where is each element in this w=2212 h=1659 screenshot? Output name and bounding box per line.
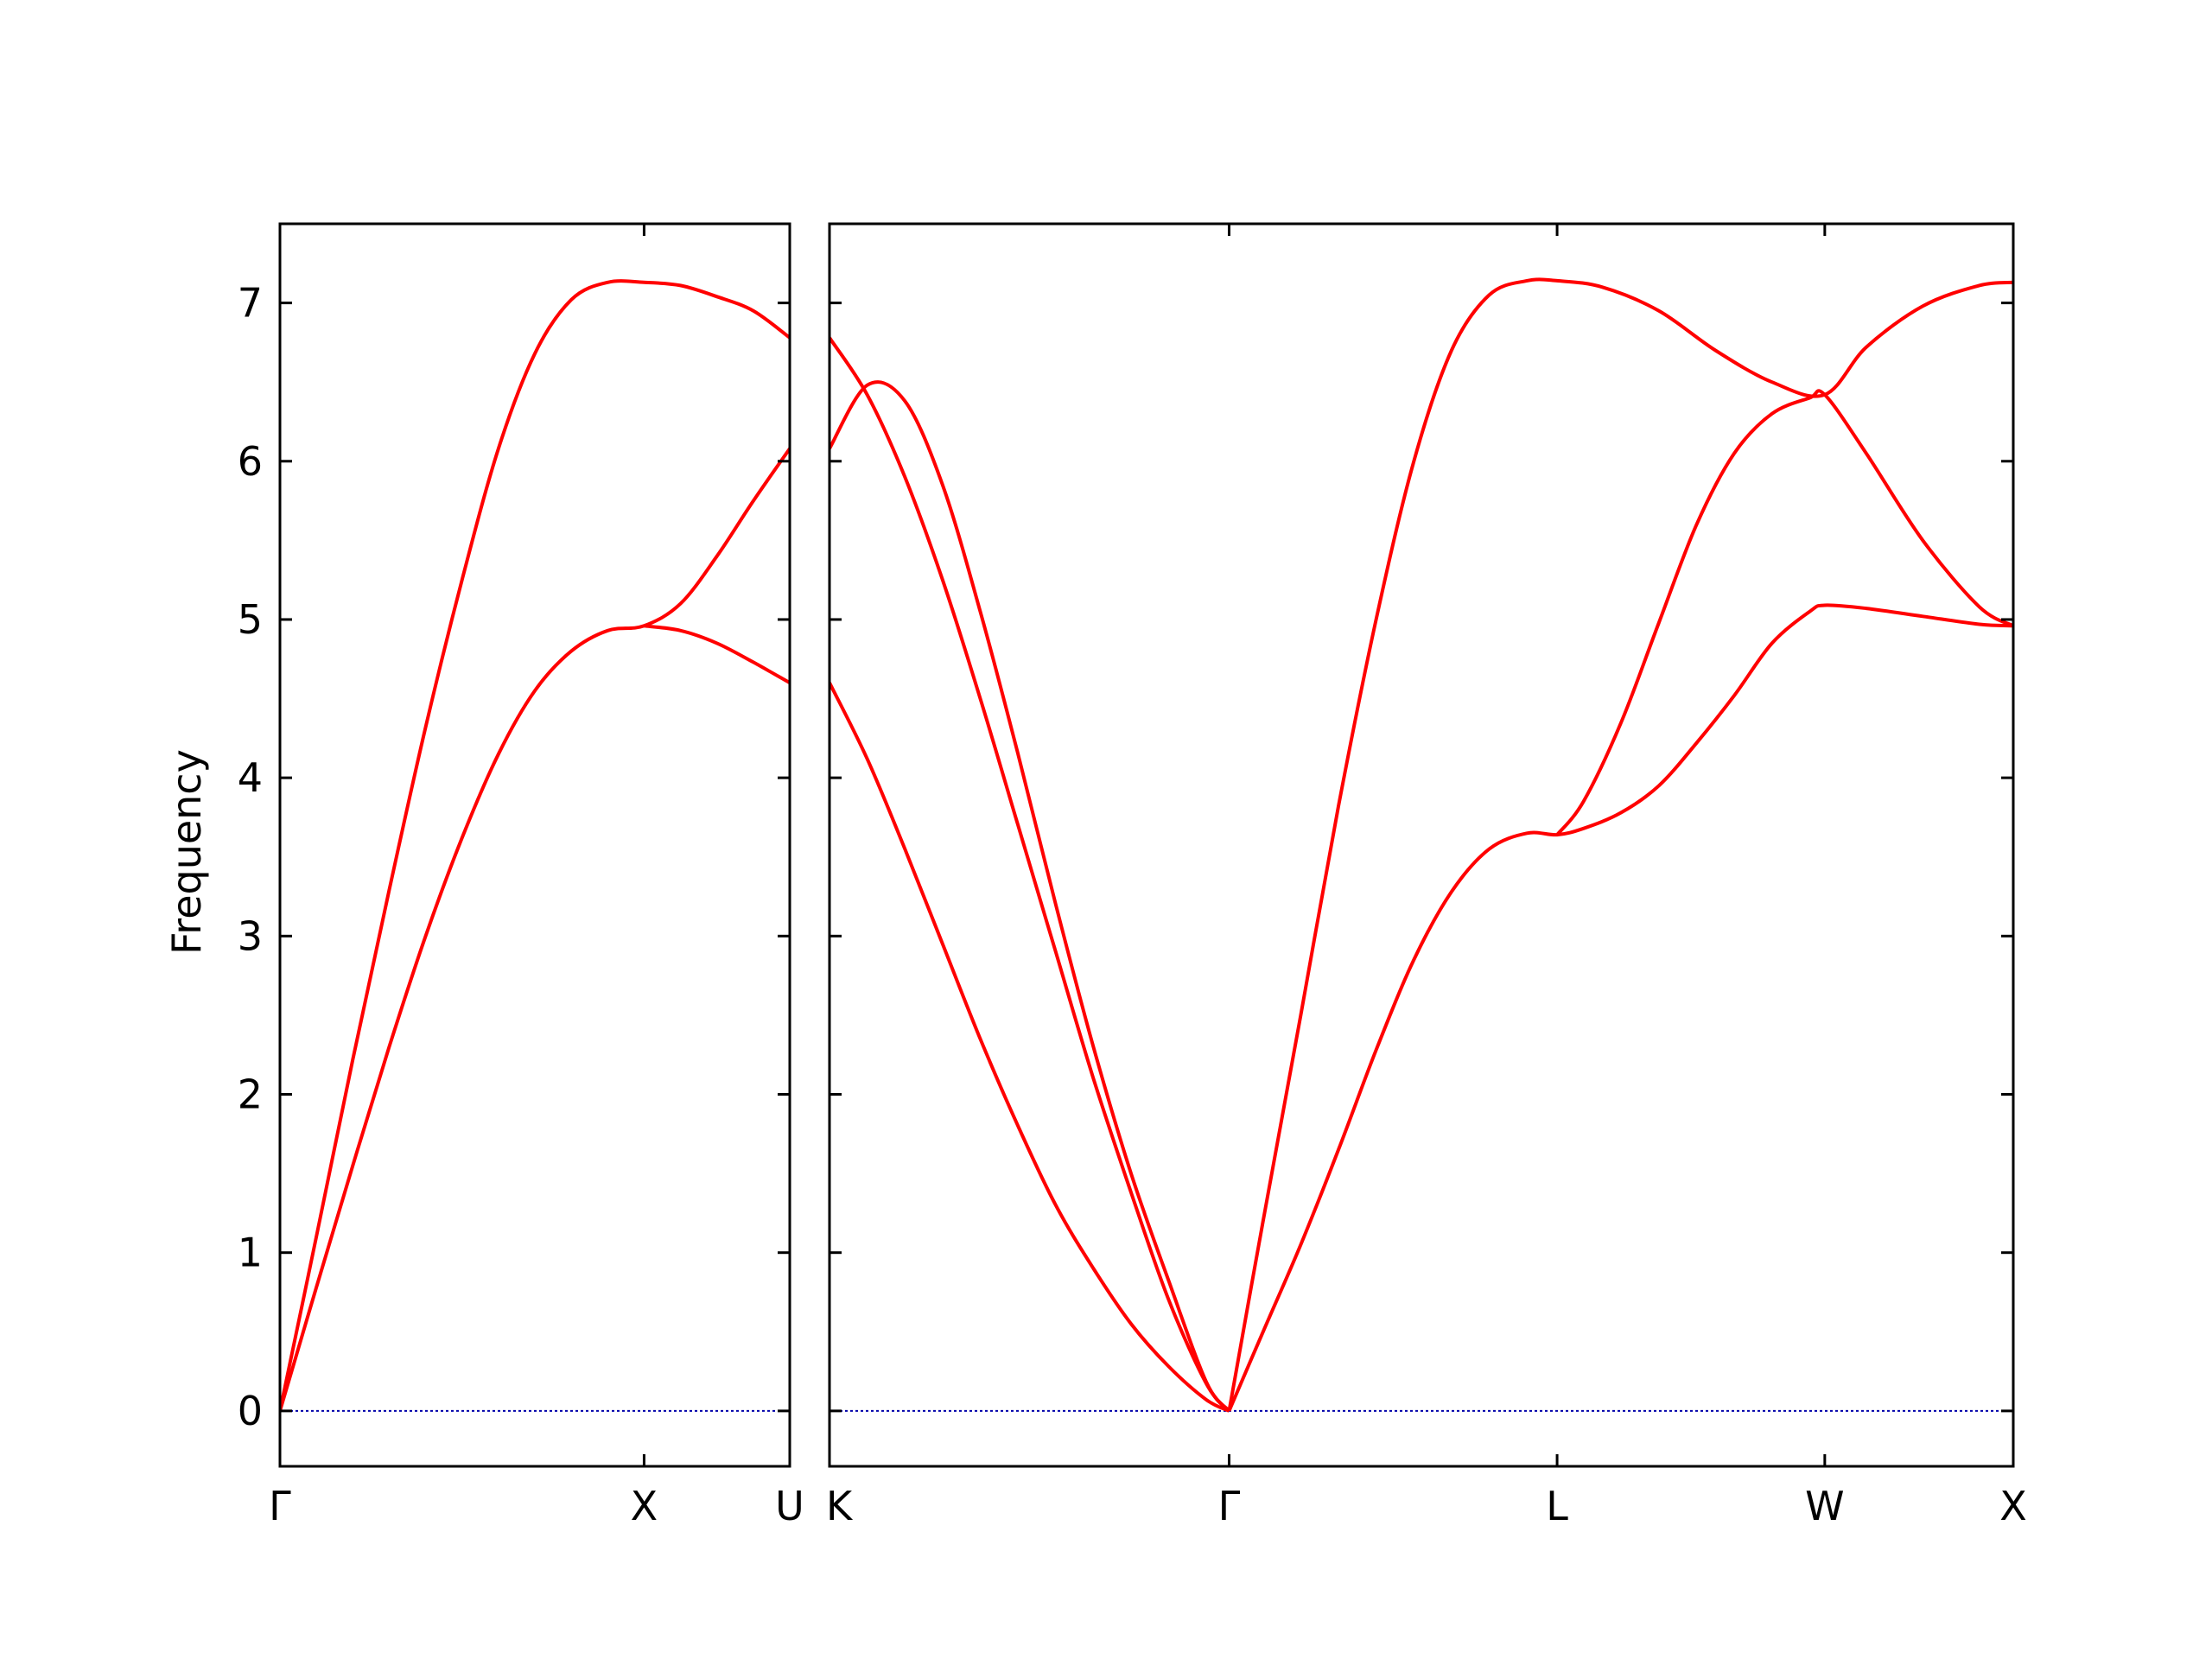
y-axis-label: Frequency xyxy=(163,749,210,955)
x-tick-label: Γ xyxy=(269,1483,291,1529)
band-line-3 xyxy=(830,682,1230,1413)
panel-frame xyxy=(278,222,791,1468)
y-tick-label: 5 xyxy=(238,596,263,643)
x-tick-label: L xyxy=(1546,1483,1568,1529)
y-tick-label: 4 xyxy=(238,754,263,801)
y-tick-label: 7 xyxy=(238,280,263,327)
x-tick-label: U xyxy=(775,1483,804,1529)
band-line-2 xyxy=(830,380,1231,1413)
y-tick-label: 0 xyxy=(238,1388,263,1434)
band-line-6 xyxy=(1555,389,2013,836)
band-line-4 xyxy=(1227,277,2013,1412)
band-lines xyxy=(830,277,2013,1413)
y-tick-label: 2 xyxy=(238,1071,263,1118)
band-line-3 xyxy=(644,624,790,684)
y-tick-label: 3 xyxy=(238,912,263,959)
band-line-1 xyxy=(830,336,1231,1413)
x-tick-label: X xyxy=(631,1483,658,1529)
x-tick-label: K xyxy=(826,1483,854,1529)
x-tick-label: W xyxy=(1805,1483,1844,1529)
x-tick-label: Γ xyxy=(1218,1483,1241,1529)
panel-frame xyxy=(828,222,2015,1468)
y-tick-label: 6 xyxy=(238,438,263,485)
band-lines xyxy=(280,279,790,1412)
y-tick-label: 1 xyxy=(238,1230,263,1276)
panel-1: 0 1 2 3 4 5 6 7 Γ X U xyxy=(238,222,804,1529)
x-tick-label: X xyxy=(1999,1483,2027,1529)
band-line-1 xyxy=(280,279,790,1412)
chart-panels: 0 1 2 3 4 5 6 7 Γ X U K Γ L W X xyxy=(238,222,2027,1529)
band-line-5 xyxy=(1227,603,2013,1412)
band-line-2 xyxy=(280,447,790,1412)
